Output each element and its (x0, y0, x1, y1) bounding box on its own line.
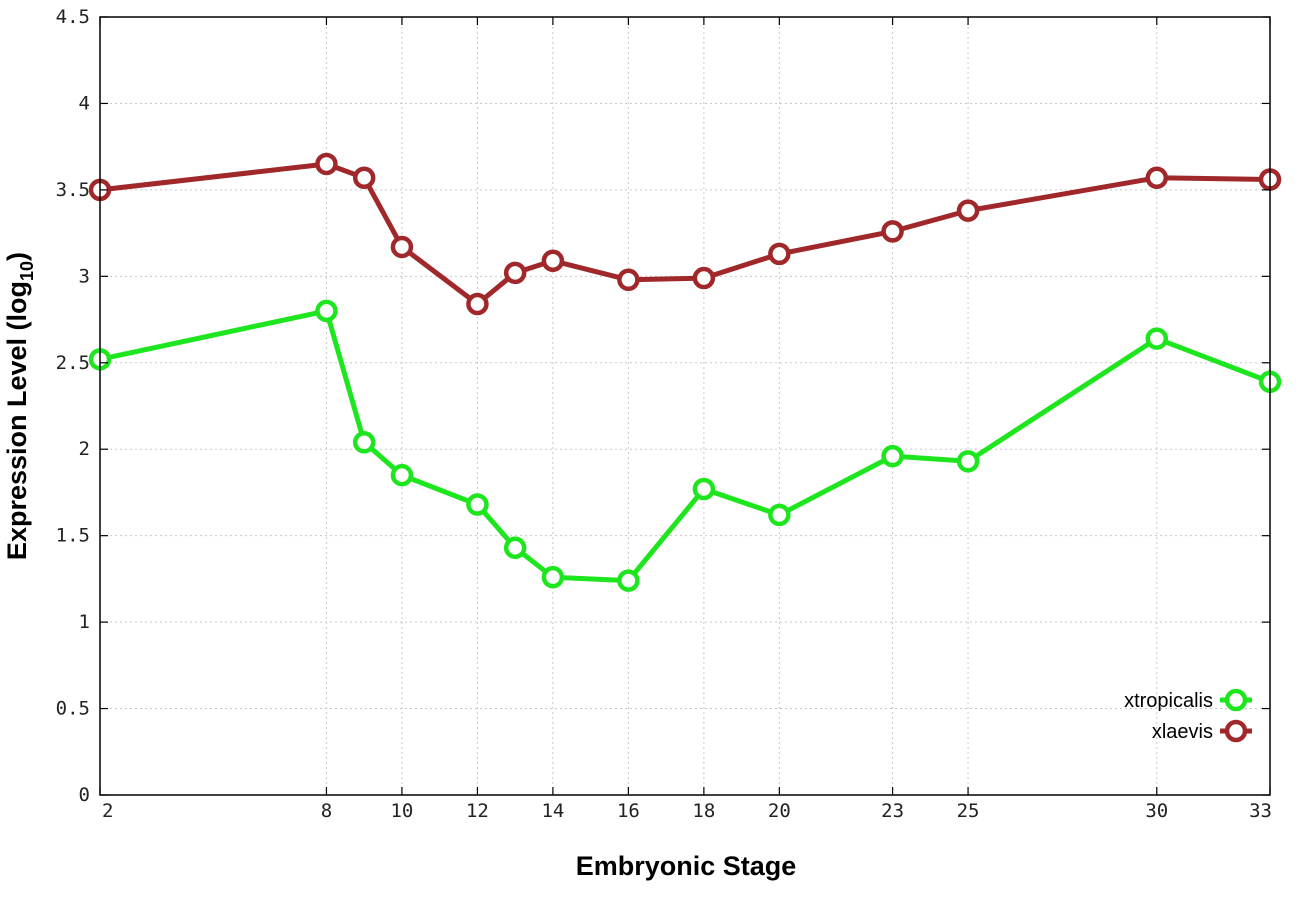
y-tick-label: 0.5 (56, 698, 90, 720)
data-point-xlaevis (1145, 166, 1169, 190)
data-point-xtropicalis (541, 565, 565, 589)
data-point-xlaevis (956, 199, 980, 222)
data-point-xtropicalis (617, 569, 640, 592)
legend-marker-xtropicalis (1224, 688, 1248, 712)
series-line-xlaevis (99, 161, 1271, 307)
grid (100, 17, 1270, 795)
data-point-xlaevis (390, 235, 414, 259)
data-point-xlaevis (617, 268, 640, 292)
legend-marker-xlaevis (1224, 719, 1248, 743)
y-tick-label: 1.5 (56, 525, 90, 547)
y-tick-label: 4.5 (56, 6, 90, 28)
x-tick-label: 25 (957, 800, 980, 822)
axis-ticks (99, 16, 1271, 796)
data-point-xlaevis (881, 220, 904, 243)
legend: xtropicalis xlaevis (1124, 688, 1252, 743)
y-axis-title-subscript: 10 (17, 261, 37, 281)
x-tick-label: 23 (881, 800, 904, 822)
legend-label-xlaevis: xlaevis (1152, 721, 1213, 743)
data-point-xtropicalis (956, 450, 980, 473)
data-point-xtropicalis (466, 493, 489, 516)
data-point-xtropicalis (1145, 327, 1169, 350)
plot-frame (99, 16, 1271, 796)
x-tick-label: 30 (1145, 800, 1168, 822)
y-axis-title-close: ) (2, 252, 32, 261)
x-tick-label: 16 (617, 800, 640, 822)
data-point-xlaevis (352, 166, 376, 190)
y-tick-label: 0 (79, 784, 90, 806)
x-axis-title: Embryonic Stage (576, 851, 797, 881)
y-tick-label: 3 (79, 265, 90, 287)
y-axis-title: Expression Level (log10) (2, 252, 37, 560)
series-xtropicalis (88, 299, 1282, 592)
data-point-xtropicalis (692, 477, 716, 501)
x-tick-label: 8 (321, 800, 332, 822)
data-point-xtropicalis (881, 444, 904, 468)
data-point-xlaevis (503, 261, 527, 285)
data-point-xlaevis (466, 292, 489, 316)
y-tick-label: 1 (79, 611, 90, 633)
x-tick-label: 20 (768, 800, 791, 822)
y-tick-label: 3.5 (56, 179, 90, 201)
data-point-xtropicalis (390, 463, 414, 487)
data-point-xtropicalis (315, 299, 338, 323)
y-axis-title-main: Expression Level (log (2, 281, 32, 560)
series-xlaevis (88, 152, 1282, 316)
x-tick-label: 18 (692, 800, 715, 822)
legend-label-xtropicalis: xtropicalis (1124, 690, 1213, 712)
y-tick-label: 4 (79, 92, 90, 114)
x-tick-label: 12 (466, 800, 489, 822)
data-point-xtropicalis (503, 536, 527, 560)
tick-labels: 0 0.5 1 1.5 2 2.5 3 3.5 4 4.5 2 8 10 12 14 16 18 20 23 25 30… (56, 6, 1272, 822)
x-tick-label: 33 (1249, 800, 1272, 822)
data-point-xlaevis (541, 249, 565, 273)
data-point-xtropicalis (352, 431, 376, 454)
series-line-xtropicalis (99, 308, 1271, 584)
data-point-xlaevis (768, 242, 791, 266)
y-tick-label: 2.5 (56, 352, 90, 374)
y-tick-label: 2 (79, 438, 90, 460)
data-point-xtropicalis (768, 503, 791, 527)
x-tick-label: 10 (390, 800, 413, 822)
data-point-xlaevis (692, 266, 716, 290)
series-lines (88, 152, 1282, 592)
x-tick-label: 14 (541, 800, 564, 822)
data-point-xlaevis (315, 152, 338, 176)
x-tick-label: 2 (102, 800, 113, 822)
